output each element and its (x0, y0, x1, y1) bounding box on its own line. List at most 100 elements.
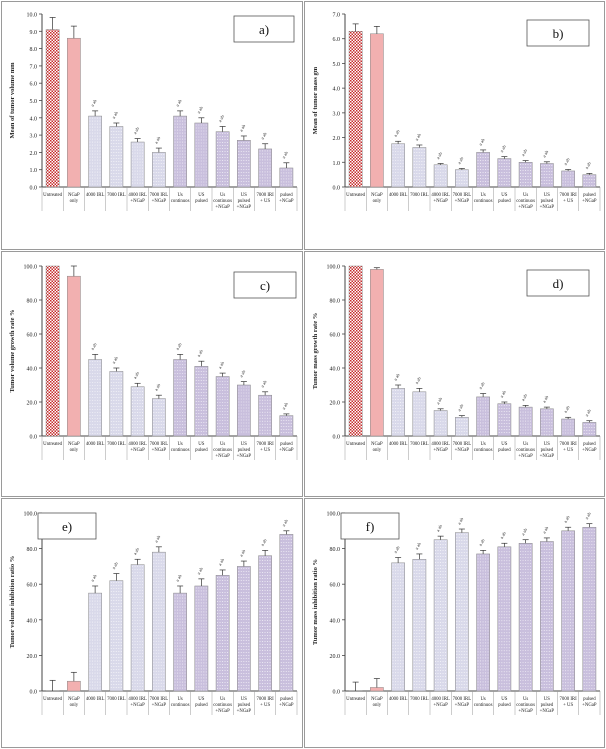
category-label: 7000 IRL (107, 697, 126, 702)
y-tick-label: 3.0 (333, 111, 341, 117)
y-tick-label: 20.0 (27, 401, 38, 407)
y-tick-label: 80.0 (330, 299, 341, 305)
significance-label: a ab (196, 105, 204, 115)
category-label: 7000 IRL (107, 193, 126, 198)
y-tick-label: 100.0 (327, 265, 341, 271)
category-label: US pulsed +NGaP (237, 193, 252, 210)
category-label: US pulsed (195, 442, 208, 453)
y-tick-label: 2.0 (333, 136, 341, 142)
category-label: 7000 IRI + US (257, 442, 275, 453)
significance-label: a ab (435, 523, 443, 533)
category-label: Us continuos +NGaP (516, 442, 535, 459)
y-tick-label: 0.0 (333, 690, 341, 696)
panel-c: 0.0 20.0 40.0 60.0 80.0 100.0 Tumor volume gro… (1, 251, 303, 497)
panel-label-box (233, 15, 295, 43)
category-label: 7000 IRL +NGaP (150, 697, 169, 708)
significance-label: a ab (281, 150, 289, 160)
significance-label: a ab (541, 394, 549, 404)
significance-label: a ab (478, 137, 486, 147)
significance-label: a ab (435, 396, 443, 406)
y-tick-label: 80.0 (27, 547, 38, 553)
significance-label: a ab (132, 126, 140, 136)
bar (518, 162, 533, 188)
category-label: 7000 IRL (410, 697, 429, 702)
category-label: Untreated (346, 697, 366, 702)
bar (455, 417, 469, 437)
bar (391, 388, 405, 437)
bar (370, 269, 384, 437)
significance-label: a ab (238, 369, 246, 379)
category-label: US pulsed +NGaP (540, 193, 555, 210)
bar (497, 546, 512, 692)
panel-e: 0.0 20.0 40.0 60.0 80.0 100.0 Tumor volume inh… (1, 498, 303, 748)
significance-label: a ab (217, 113, 225, 123)
panel-label-box (233, 271, 297, 299)
y-tick-label: 0.0 (30, 690, 38, 696)
significance-label: a ab (584, 511, 592, 521)
significance-label: a ab (520, 527, 528, 537)
y-tick-label: 2.0 (30, 151, 38, 157)
category-label: Us continuos +NGaP (213, 697, 232, 714)
category-label: 4000 IRL (86, 193, 105, 198)
y-tick-label: 40.0 (330, 367, 341, 373)
y-tick-label: 60.0 (330, 583, 341, 589)
bar (215, 376, 230, 437)
y-tick-label: 80.0 (27, 299, 38, 305)
y-axis-label: Tumor volume growth rate % (9, 310, 16, 393)
y-tick-label: 4.0 (333, 87, 341, 93)
significance-label: a ab (499, 530, 507, 540)
y-tick-label: 5.0 (30, 99, 38, 105)
significance-label: a ab (196, 566, 204, 576)
significance-label: a ab (111, 560, 119, 570)
category-label: Us continuos (474, 193, 493, 204)
category-label: Us continuos +NGaP (213, 193, 232, 210)
bar (215, 575, 230, 692)
bar (391, 143, 405, 188)
y-tick-label: 60.0 (27, 583, 38, 589)
bar (279, 415, 294, 437)
category-label: 7000 IRL (410, 193, 429, 198)
bar (173, 115, 187, 188)
significance-label: a ab (260, 131, 268, 141)
chart-4: 0.0 20.0 40.0 60.0 80.0 100.0 Tumor mass growt… (312, 265, 601, 460)
significance-label: a ab (456, 155, 464, 165)
category-label: 4000 IRL +NGaP (431, 697, 450, 708)
significance-label: a ab (584, 408, 592, 418)
bar (45, 690, 60, 692)
significance-label: a ab (238, 548, 246, 558)
chart-5: 0.0 20.0 40.0 60.0 80.0 100.0 Tumor volume inh… (9, 512, 298, 715)
panel-label: c) (260, 278, 270, 293)
category-label: 4000 IRL (86, 697, 105, 702)
bar (497, 403, 512, 437)
category-label: pulsed +NGaP (582, 193, 597, 204)
category-label: US pulsed (195, 697, 208, 708)
significance-label: a ab (217, 557, 225, 567)
category-label: pulsed +NGaP (582, 442, 597, 453)
significance-label: a ab (414, 132, 422, 142)
bar (109, 371, 124, 437)
bar (433, 539, 448, 692)
bar (130, 564, 145, 692)
panel-label: f) (366, 519, 375, 534)
y-tick-label: 60.0 (330, 333, 341, 339)
category-label: 7000 IRI + US (560, 442, 578, 453)
chart-6: 0.0 20.0 40.0 60.0 80.0 100.0 Tumor mass inhib… (312, 511, 601, 715)
y-axis-label: Tumor mass growth rate % (312, 313, 319, 389)
significance-label: a ab (435, 150, 443, 160)
category-label: Us continuos (474, 442, 493, 453)
bar (540, 541, 554, 692)
category-label: NGaP only (68, 442, 80, 453)
significance-label: a ab (563, 404, 571, 414)
bar (67, 680, 81, 692)
y-tick-label: 20.0 (330, 401, 341, 407)
panel-label-box (526, 269, 590, 297)
significance-label: a ab (238, 123, 246, 133)
bar (109, 580, 124, 692)
panel-label: d) (553, 276, 564, 291)
y-tick-label: 100.0 (24, 265, 38, 271)
category-label: Us continuos (171, 442, 190, 453)
bar (433, 410, 448, 437)
significance-label: a ab (281, 518, 289, 528)
category-label: US pulsed (498, 442, 511, 453)
y-tick-label: 40.0 (330, 618, 341, 624)
